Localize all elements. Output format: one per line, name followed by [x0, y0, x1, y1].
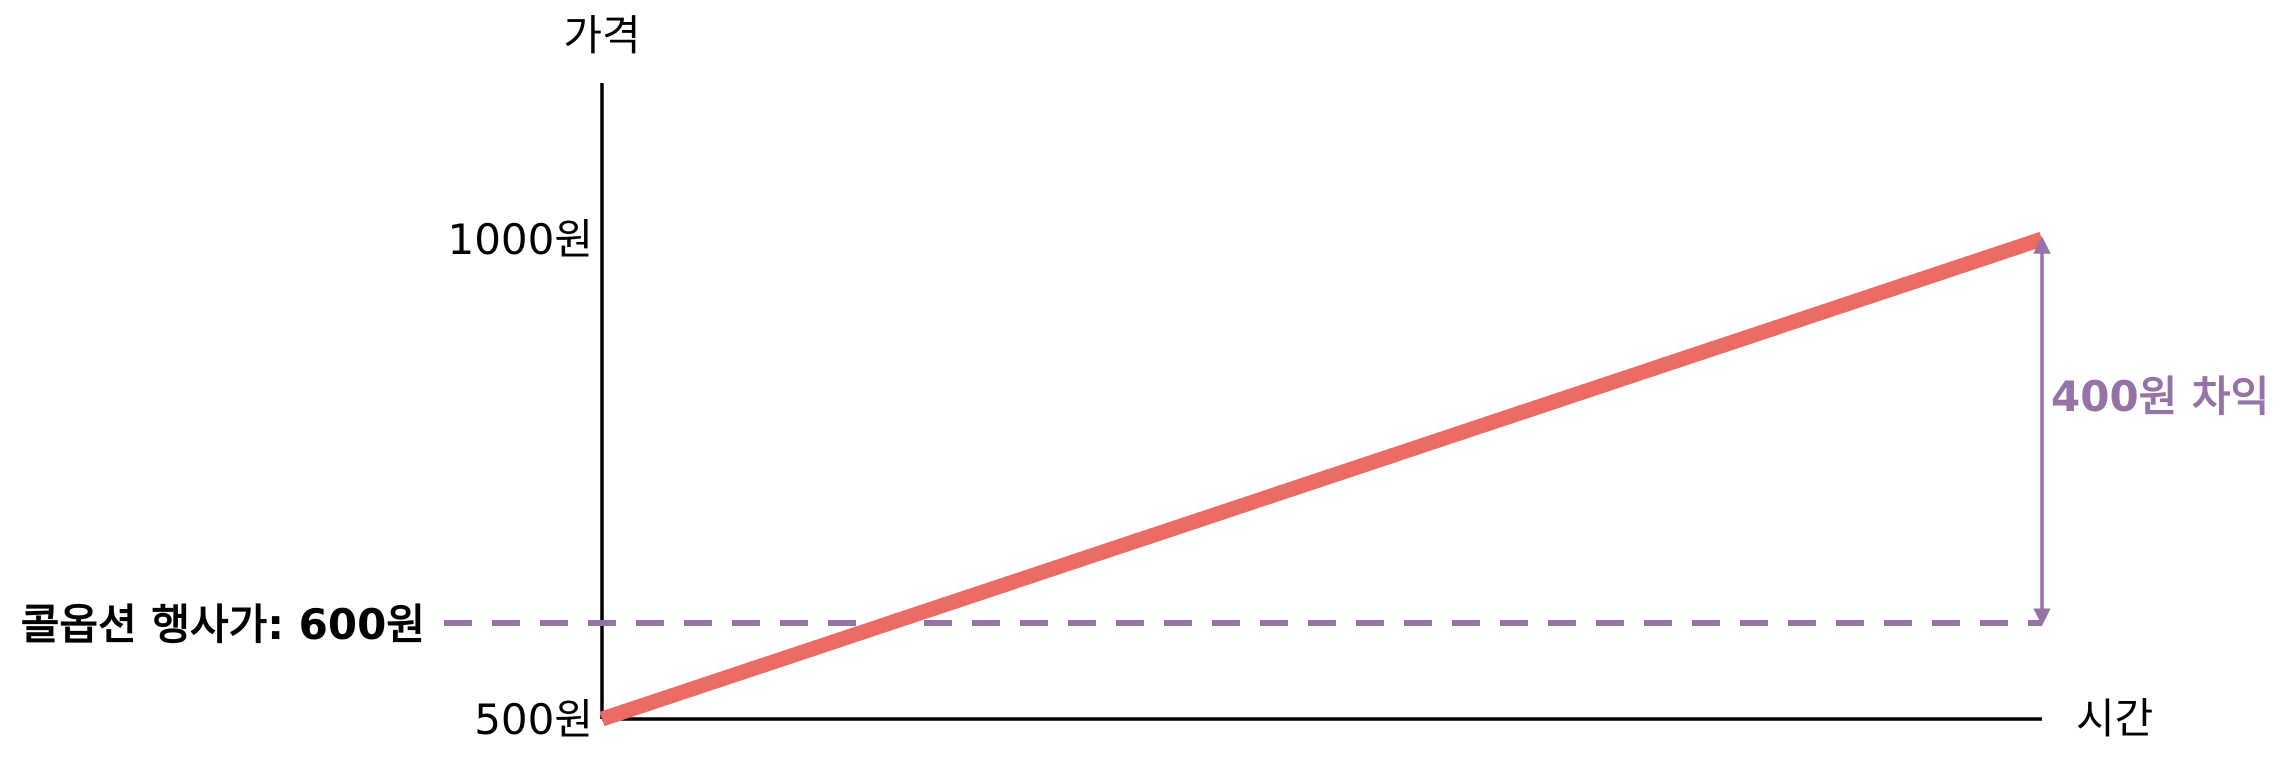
strike-price-label: 콜옵션 행사가: 600원	[21, 600, 425, 649]
y-tick-label-500: 500원	[474, 695, 593, 744]
y-axis-title: 가격	[563, 11, 640, 60]
y-tick-label-1000: 1000원	[447, 215, 593, 264]
profit-label: 400원 차익	[2051, 372, 2269, 421]
x-axis-title: 시간	[2076, 694, 2153, 743]
price-series-line	[599, 231, 2045, 727]
